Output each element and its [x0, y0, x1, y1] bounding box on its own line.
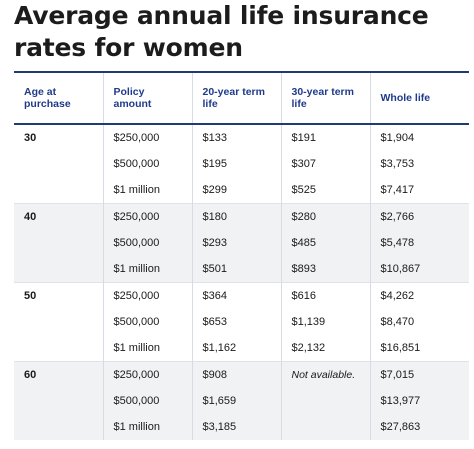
policy-cell: $1 million: [102, 256, 192, 283]
table-row: 40 $250,000 $180 $280 $2,766: [14, 203, 469, 230]
whole-cell: $10,867: [369, 256, 469, 283]
policy-cell: $500,000: [102, 151, 192, 177]
table-row: $500,000 $1,659 $13,977: [14, 388, 469, 414]
table-row: $500,000 $293 $485 $5,478: [14, 230, 469, 256]
age-cell-empty: [14, 414, 103, 440]
term30-cell: [280, 388, 370, 414]
table-row: $1 million $1,162 $2,132 $16,851: [14, 335, 469, 362]
policy-cell: $500,000: [102, 309, 192, 335]
whole-cell: $16,851: [369, 335, 469, 362]
term30-cell: $280: [280, 203, 370, 230]
whole-cell: $4,262: [369, 282, 469, 309]
term20-cell: $133: [191, 124, 281, 151]
whole-cell: $13,977: [369, 388, 469, 414]
age-group-40: 40 $250,000 $180 $280 $2,766 $500,000 $2…: [14, 203, 469, 283]
rates-table: Age at purchase Policy amount 20-year te…: [14, 73, 469, 440]
table-header: Age at purchase Policy amount 20-year te…: [14, 73, 469, 125]
age-cell-empty: [14, 335, 103, 362]
header-row: Age at purchase Policy amount 20-year te…: [14, 73, 469, 125]
table-row: $1 million $299 $525 $7,417: [14, 177, 469, 204]
policy-cell: $250,000: [102, 203, 192, 230]
age-group-30: 30 $250,000 $133 $191 $1,904 $500,000 $1…: [14, 124, 469, 204]
table-row: 50 $250,000 $364 $616 $4,262: [14, 282, 469, 309]
header-policy: Policy amount: [102, 73, 192, 125]
age-cell: 40: [14, 203, 103, 230]
term30-cell: $525: [280, 177, 370, 204]
term30-cell-not-available: Not available.: [280, 361, 370, 388]
term20-cell: $180: [191, 203, 281, 230]
table-row: $1 million $501 $893 $10,867: [14, 256, 469, 283]
whole-cell: $2,766: [369, 203, 469, 230]
age-cell-empty: [14, 309, 103, 335]
whole-cell: $5,478: [369, 230, 469, 256]
term20-cell: $653: [191, 309, 281, 335]
policy-cell: $1 million: [102, 335, 192, 362]
term20-cell: $299: [191, 177, 281, 204]
term20-cell: $293: [191, 230, 281, 256]
header-age: Age at purchase: [14, 73, 103, 125]
title-line-1: Average annual life insurance: [14, 1, 429, 30]
term30-cell: $2,132: [280, 335, 370, 362]
policy-cell: $1 million: [102, 177, 192, 204]
term20-cell: $501: [191, 256, 281, 283]
term30-cell: $307: [280, 151, 370, 177]
header-whole: Whole life: [369, 73, 469, 125]
header-term30: 30-year term life: [280, 73, 370, 125]
table-row: $500,000 $653 $1,139 $8,470: [14, 309, 469, 335]
age-group-60: 60 $250,000 $908 Not available. $7,015 $…: [14, 361, 469, 440]
age-cell: 60: [14, 361, 103, 388]
policy-cell: $500,000: [102, 230, 192, 256]
table-row: 30 $250,000 $133 $191 $1,904: [14, 124, 469, 151]
rates-table-container: Age at purchase Policy amount 20-year te…: [14, 71, 469, 449]
header-term20: 20-year term life: [191, 73, 281, 125]
age-group-50: 50 $250,000 $364 $616 $4,262 $500,000 $6…: [14, 282, 469, 362]
title-line-2: rates for women: [14, 33, 243, 62]
term20-cell: $1,659: [191, 388, 281, 414]
policy-cell: $250,000: [102, 124, 192, 151]
term20-cell: $195: [191, 151, 281, 177]
term30-cell: $485: [280, 230, 370, 256]
table-row: 60 $250,000 $908 Not available. $7,015: [14, 361, 469, 388]
term30-cell: [280, 414, 370, 440]
table-row: $500,000 $195 $307 $3,753: [14, 151, 469, 177]
age-cell: 30: [24, 132, 37, 144]
whole-cell: $7,015: [369, 361, 469, 388]
policy-cell: $250,000: [102, 361, 192, 388]
age-cell-empty: [14, 151, 103, 177]
policy-cell: $1 million: [102, 414, 192, 440]
policy-cell: $500,000: [102, 388, 192, 414]
policy-cell: $250,000: [102, 282, 192, 309]
whole-cell: $3,753: [369, 151, 469, 177]
age-cell-empty: [14, 177, 103, 204]
term30-cell: $1,139: [280, 309, 370, 335]
term20-cell: $908: [191, 361, 281, 388]
age-cell-empty: [14, 230, 103, 256]
age-cell: 50: [14, 282, 103, 309]
term30-cell: $616: [280, 282, 370, 309]
term20-cell: $3,185: [191, 414, 281, 440]
age-cell-empty: [14, 256, 103, 283]
page-title: Average annual life insurance rates for …: [14, 0, 469, 64]
term20-cell: $1,162: [191, 335, 281, 362]
whole-cell: $27,863: [369, 414, 469, 440]
term30-cell: $191: [280, 124, 370, 151]
table-row: $1 million $3,185 $27,863: [14, 414, 469, 440]
whole-cell: $8,470: [369, 309, 469, 335]
term30-cell: $893: [280, 256, 370, 283]
age-cell-empty: [14, 388, 103, 414]
whole-cell: $1,904: [369, 124, 469, 151]
whole-cell: $7,417: [369, 177, 469, 204]
term20-cell: $364: [191, 282, 281, 309]
